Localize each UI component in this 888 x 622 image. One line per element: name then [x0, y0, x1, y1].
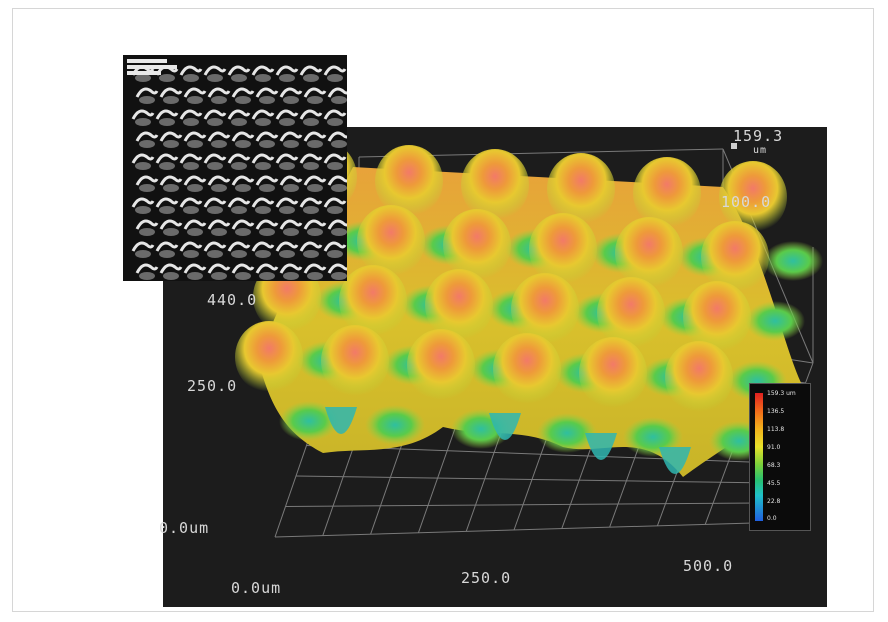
- figure-frame: 159.3 um 100.0 440.0 250.0 0.0um 0.0um 2…: [12, 8, 874, 612]
- sem-scale-caption: [127, 59, 181, 81]
- scale-marker: [731, 143, 737, 149]
- sem-inset-image: [123, 55, 347, 281]
- legend-tick: 68.3: [767, 462, 781, 469]
- z-max-value: 159.3: [733, 127, 784, 145]
- z-tick-label: 100.0: [721, 193, 772, 211]
- legend-color-bar: [755, 393, 763, 521]
- legend-tick: 22.8: [767, 498, 781, 505]
- legend-tick: 0.0: [767, 515, 777, 522]
- x-tick-label-2: 500.0: [683, 557, 734, 575]
- legend-tick: 136.5: [767, 408, 785, 415]
- x-tick-label-1: 250.0: [461, 569, 512, 587]
- y-tick-label-1: 440.0: [207, 291, 258, 309]
- origin-x-label: 0.0um: [231, 579, 282, 597]
- legend-tick: 159.3 um: [767, 390, 796, 397]
- legend-tick: 45.5: [767, 480, 781, 487]
- y-tick-label-2: 250.0: [187, 377, 238, 395]
- surface-plot-panel: [163, 127, 827, 607]
- legend-tick: 113.8: [767, 426, 785, 433]
- z-max-unit: um: [753, 145, 768, 156]
- surface-plot-graphic: [235, 141, 823, 538]
- legend-tick: 91.0: [767, 444, 781, 451]
- color-legend: 159.3 um 136.5 113.8 91.0 68.3 45.5 22.8…: [749, 383, 811, 531]
- origin-y-label: 0.0um: [159, 519, 210, 537]
